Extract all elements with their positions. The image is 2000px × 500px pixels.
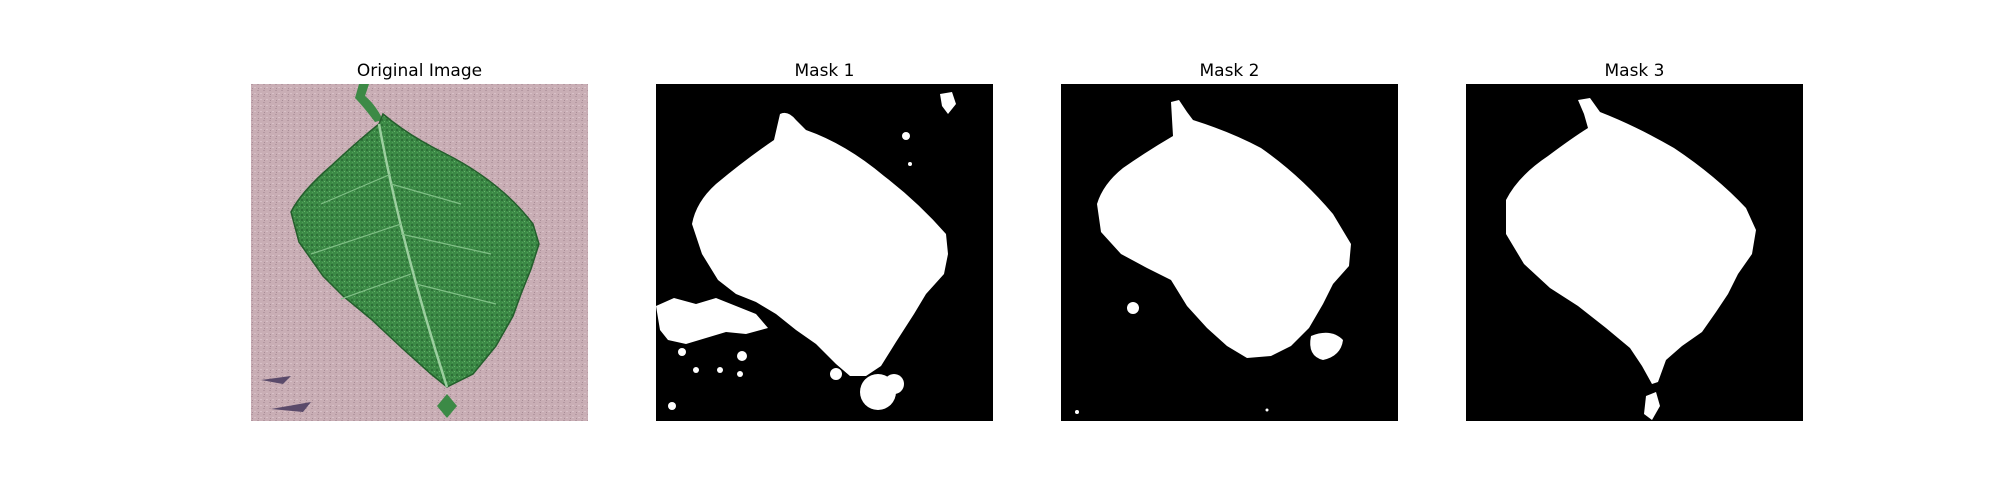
panel-title: Mask 3 [1604, 61, 1665, 81]
panel-mask-1: Mask 1 [656, 58, 993, 421]
panel-mask-2: Mask 2 [1061, 58, 1398, 421]
panel-title: Original Image [356, 61, 483, 81]
panel-mask-3: Mask 3 [1466, 58, 1803, 421]
original-image [251, 84, 588, 421]
panel-title: Mask 1 [794, 61, 855, 81]
panel-title: Mask 2 [1199, 61, 1260, 81]
mask-1-image [656, 84, 993, 421]
mask-2-image [1061, 84, 1398, 421]
mask-3-image [1466, 84, 1803, 421]
panel-original-image: Original Image [251, 58, 588, 421]
